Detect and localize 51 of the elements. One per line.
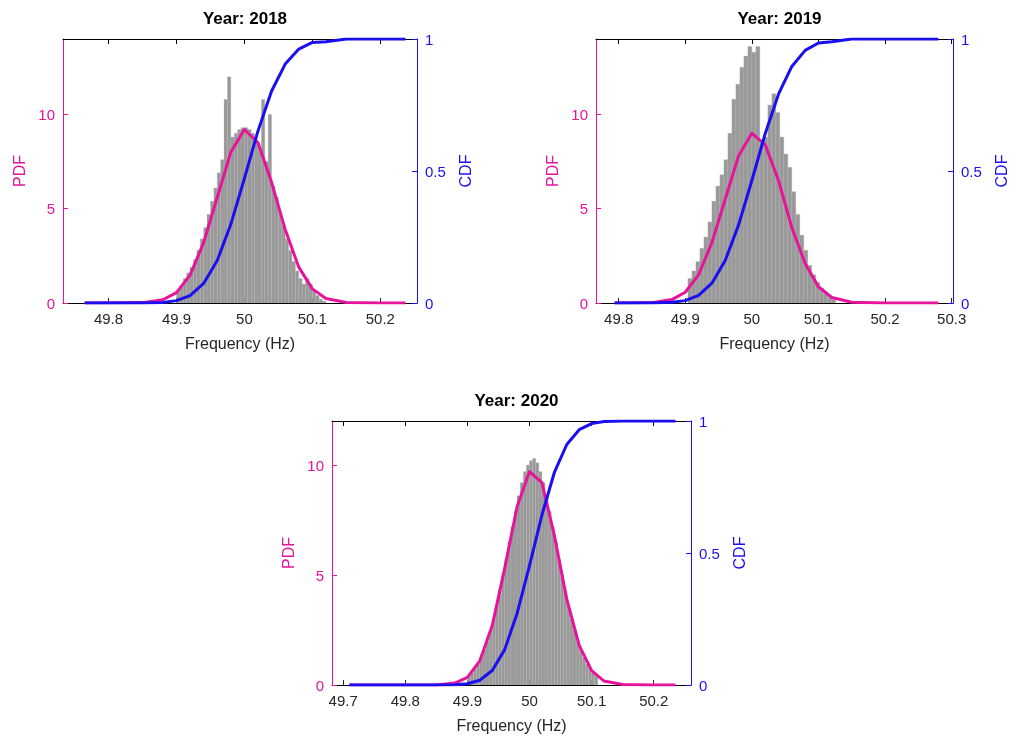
line-series	[613, 131, 940, 305]
x-tick-label: 50.1	[577, 692, 607, 709]
x-axis-title: Frequency (Hz)	[456, 716, 567, 734]
y2-tick-label: 0.5	[425, 162, 446, 180]
line-series	[613, 37, 940, 305]
y2-tick-label: 0	[961, 294, 970, 312]
x-axis-title: Frequency (Hz)	[184, 334, 296, 352]
chart-title: Year: 2020	[474, 391, 559, 410]
y-tick-label: 10	[38, 105, 55, 123]
y-tick-label: 0	[315, 676, 324, 694]
x-tick-label: 50.2	[365, 310, 395, 327]
y-axis-title: PDF	[10, 154, 28, 187]
x-tick-label: 50.3	[937, 310, 967, 327]
x-tick-label: 50	[743, 310, 761, 327]
x-tick-label: 49.9	[452, 692, 482, 709]
line-series	[347, 419, 677, 687]
x-tick-label: 50	[236, 310, 253, 327]
y-tick-label: 10	[307, 456, 324, 474]
y-axis-title: PDF	[279, 536, 297, 569]
y-axis-title: PDF	[543, 154, 561, 187]
y2-tick-label: 1	[699, 412, 708, 430]
x-tick-label: 50.1	[803, 310, 834, 327]
y-tick-label: 5	[46, 200, 55, 218]
chart-title: Year: 2019	[737, 9, 822, 28]
y2-tick-label: 1	[425, 30, 434, 48]
y-tick-label: 0	[46, 294, 55, 312]
x-axis-title: Frequency (Hz)	[719, 334, 830, 352]
x-tick-label: 49.8	[390, 692, 420, 709]
y2-tick-label: 0.5	[699, 544, 720, 562]
x-tick-label: 50	[521, 692, 538, 709]
y2-axis-title: CDF	[456, 154, 474, 188]
y2-axis-title: CDF	[730, 536, 748, 570]
y2-tick-label: 0	[699, 676, 708, 694]
y2-axis-title: CDF	[992, 154, 1010, 188]
x-tick-label: 50.1	[297, 310, 327, 327]
x-tick-label: 50.2	[639, 692, 669, 709]
y-tick-label: 10	[571, 105, 588, 123]
x-tick-label: 49.8	[604, 310, 634, 327]
y2-tick-label: 0.5	[961, 162, 982, 180]
y-tick-label: 5	[315, 566, 324, 584]
y-tick-label: 0	[579, 294, 588, 312]
y2-tick-label: 0	[425, 294, 434, 312]
line-series	[83, 37, 407, 305]
y-tick-label: 5	[579, 200, 588, 218]
x-tick-label: 49.7	[328, 692, 358, 709]
x-tick-label: 50.2	[870, 310, 900, 327]
chart-title: Year: 2018	[202, 9, 288, 28]
y2-tick-label: 1	[961, 30, 970, 48]
x-tick-label: 49.8	[93, 310, 124, 327]
x-tick-label: 49.9	[161, 310, 192, 327]
x-tick-label: 49.9	[670, 310, 700, 327]
